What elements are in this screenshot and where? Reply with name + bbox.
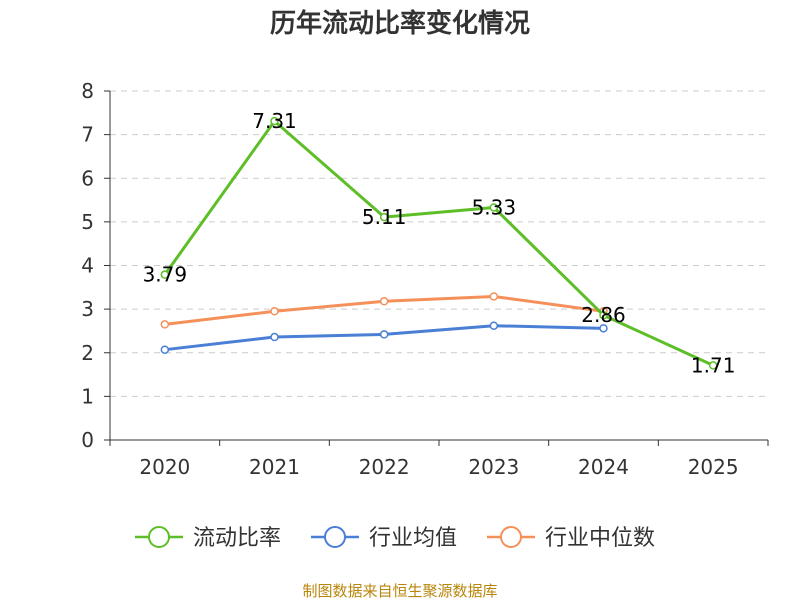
y-tick-label: 4 [81,254,94,278]
series-group [160,116,718,370]
y-tick-label: 7 [81,123,94,147]
data-point [270,332,279,342]
legend-label: 流动比率 [193,526,281,551]
data-point [160,345,170,354]
data-labels: 3.79 7.31 5.11 5.33 2.86 1.71 [143,109,736,377]
x-tick-label: 2025 [688,455,739,479]
data-point [270,307,279,316]
series-1 [160,116,718,370]
legend-label: 行业中位数 [545,526,655,551]
y-tick-label: 6 [81,166,94,190]
y-tick-label: 1 [81,384,94,408]
y-tick-label: 8 [81,79,94,103]
data-point [489,292,499,301]
y-tick-label: 2 [81,341,94,365]
x-tick-label: 2024 [578,455,629,479]
legend-marker [500,526,522,548]
data-point [379,212,389,222]
legend-marker [148,526,170,548]
grid-lines [110,90,768,397]
data-label: 1.71 [691,353,736,377]
x-tick-label: 2023 [468,455,519,479]
chart-title: 历年流动比率变化情况 [270,8,530,39]
x-tick-label: 2021 [249,455,300,479]
data-point [379,330,389,339]
legend-item-2[interactable]: 行业均值 [311,526,457,551]
data-point [160,270,170,279]
legend-label: 行业均值 [369,526,457,551]
data-point [489,321,499,330]
y-tick-label: 3 [81,297,94,321]
data-point [599,324,608,333]
legend-item-3[interactable]: 行业中位数 [487,526,655,551]
series-3 [160,292,608,329]
x-tick-label: 2022 [359,455,410,479]
data-point [379,297,389,306]
data-label: 5.33 [472,195,517,219]
data-label: 2.86 [581,303,626,327]
data-label: 3.79 [143,263,188,287]
data-point [160,320,170,329]
series-2 [160,321,608,354]
data-point [270,116,279,126]
source-note: 制图数据来自恒生聚源数据库 [302,582,497,600]
legend-item-1[interactable]: 流动比率 [135,526,281,551]
axes: 0 1 2 3 4 5 6 7 8 2020 2021 2022 2023 2024 2025 [81,79,769,479]
y-tick-label: 5 [81,210,94,234]
x-tick-label: 2020 [139,455,190,479]
data-point [599,310,608,320]
legend-marker [324,526,346,548]
y-tick-label: 0 [81,428,94,452]
data-point [708,361,718,370]
series-line [163,119,714,367]
legend[interactable]: 流动比率 行业均值 行业中位数 [135,526,655,551]
data-point [489,203,499,212]
data-label: 7.31 [252,109,297,133]
data-label: 5.11 [362,205,407,229]
